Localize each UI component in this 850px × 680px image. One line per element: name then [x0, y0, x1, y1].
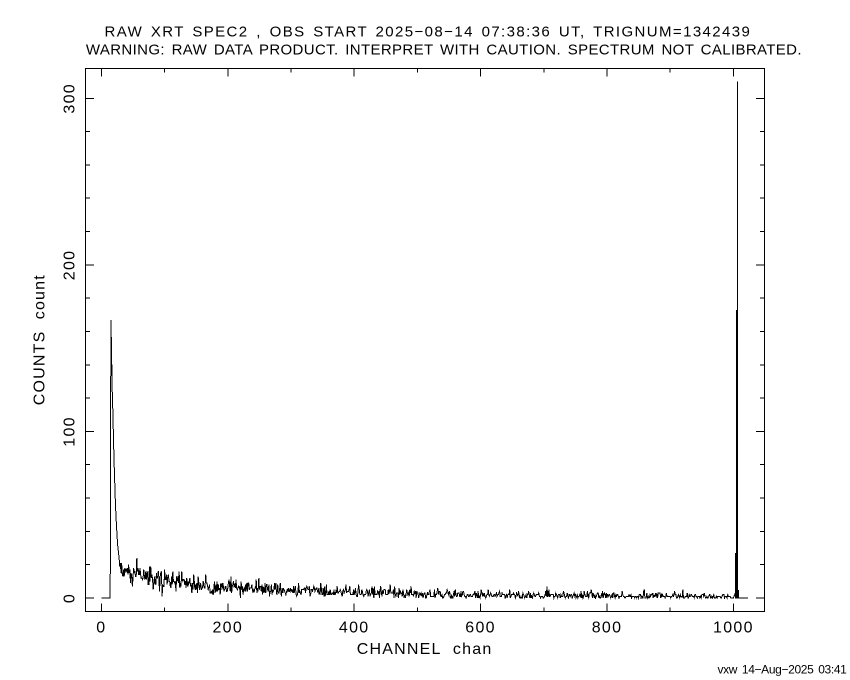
- svg-text:WARNING: RAW DATA PRODUCT. INT: WARNING: RAW DATA PRODUCT. INTERPRET WIT…: [86, 41, 802, 58]
- svg-text:0: 0: [62, 593, 79, 603]
- svg-text:vxw 14−Aug−2025 03:41: vxw 14−Aug−2025 03:41: [717, 663, 847, 677]
- svg-text:100: 100: [62, 416, 79, 447]
- svg-text:1000: 1000: [713, 620, 754, 637]
- svg-text:RAW XRT SPEC2 , OBS START 2025: RAW XRT SPEC2 , OBS START 2025−08−14 07:…: [105, 23, 752, 40]
- svg-text:200: 200: [212, 620, 243, 637]
- svg-text:0: 0: [96, 620, 106, 637]
- svg-text:COUNTS count: COUNTS count: [32, 274, 49, 405]
- svg-text:600: 600: [465, 620, 496, 637]
- svg-text:CHANNEL chan: CHANNEL chan: [357, 641, 493, 658]
- svg-text:300: 300: [62, 83, 79, 114]
- svg-text:400: 400: [339, 620, 370, 637]
- svg-text:200: 200: [62, 250, 79, 281]
- svg-text:800: 800: [592, 620, 623, 637]
